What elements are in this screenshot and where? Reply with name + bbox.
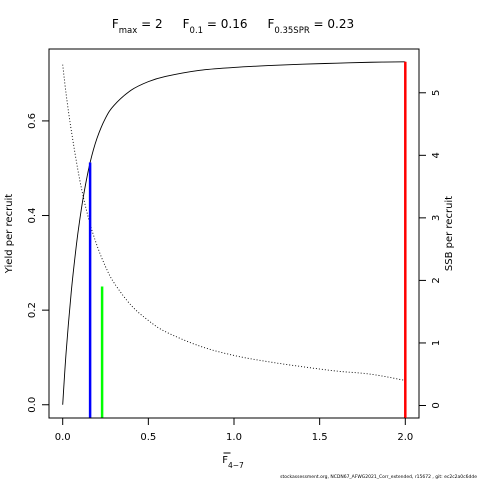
x-axis-label-base: F [222, 455, 228, 466]
y2-tick-label: 1 [431, 340, 442, 346]
yield-per-recruit-line [62, 61, 406, 405]
title-fmax-sub: max [119, 26, 138, 36]
series-layer [62, 61, 406, 405]
x-tick-label: 2.0 [397, 432, 413, 443]
x-tick-label: 1.5 [312, 432, 328, 443]
title-fspr-rest: = 0.23 [310, 17, 354, 31]
y-tick-label: 0.6 [27, 113, 38, 129]
x-axis-label-sub: 4−7 [228, 461, 244, 470]
y-axis-label: Yield per recruit [4, 194, 15, 275]
title-fmax-rest: = 2 [137, 17, 162, 31]
y2-axis-label: SSB per recruit [444, 196, 455, 271]
x-tick-label: 0.0 [55, 432, 71, 443]
y-axis-left: 0.0 0.2 0.4 0.6 [27, 113, 50, 413]
plot-frame [48, 48, 420, 419]
title-f01-rest: = 0.16 [203, 17, 247, 31]
title-f01-base: F [183, 17, 190, 31]
title-fmax-base: F [112, 17, 119, 31]
y-tick-label: 0.4 [27, 208, 38, 224]
x-tick-label: 1.0 [226, 432, 242, 443]
y2-tick-label: 0 [431, 402, 442, 408]
ssb-per-recruit-line [62, 64, 406, 381]
y2-tick-label: 3 [431, 215, 442, 221]
title-f01-sub: 0.1 [190, 26, 204, 36]
footer-credit: stockassessment.org, NCDN67_AFWG2021_Cor… [280, 474, 477, 480]
x-tick-label: 0.5 [140, 432, 156, 443]
x-axis: 0.0 0.5 1.0 1.5 2.0 [55, 417, 413, 443]
title-fspr-sub: 0.35SPR [274, 26, 309, 36]
y-tick-label: 0.0 [27, 397, 38, 413]
chart-title: Fmax = 2 F0.1 = 0.16 F0.35SPR = 0.23 [112, 17, 354, 36]
reference-lines-layer [88, 61, 407, 418]
y2-tick-label: 5 [431, 90, 442, 96]
y-axis-right: 0 1 2 3 4 5 [418, 90, 442, 409]
y2-tick-label: 2 [431, 277, 442, 283]
y2-tick-label: 4 [431, 152, 442, 158]
title-fspr-base: F [267, 17, 274, 31]
y-tick-label: 0.2 [27, 302, 38, 318]
x-axis-label: F4−7 [222, 455, 244, 470]
